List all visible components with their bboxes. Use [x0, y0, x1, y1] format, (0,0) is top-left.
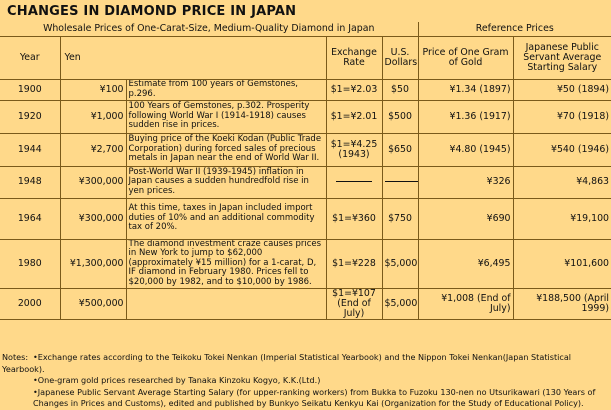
usd-column-header: U.S. Dollars [381, 35, 419, 80]
exchange-cell: $1=¥2.01 [325, 99, 383, 134]
note-cell: Post-World War II (1939-1945) inflation … [125, 165, 327, 199]
footnote-2: •One-gram gold prices researched by Tana… [33, 375, 321, 385]
gold-cell: ¥326 [417, 165, 514, 199]
yen-cell: ¥300,000 [59, 165, 127, 199]
gold-cell: ¥690 [417, 197, 514, 240]
gold-column-header: Price of One Gram of Gold [417, 35, 514, 80]
note-cell: 100 Years of Gemstones, p.302. Prosperit… [125, 99, 327, 134]
notes-label: Notes: [2, 352, 29, 362]
exchange-cell: $1=¥228 [325, 238, 383, 289]
gold-cell: ¥6,495 [417, 238, 514, 289]
usd-cell: $750 [381, 197, 419, 240]
year-cell: 1944 [0, 132, 61, 167]
gold-cell: ¥1,008 (End of July) [417, 287, 514, 320]
table-row: 2000 ¥500,000 $1=¥107 (End of July) $5,0… [0, 287, 611, 320]
year-cell: 1948 [0, 165, 61, 199]
table-row: 1980 ¥1,300,000 The diamond investment c… [0, 238, 611, 289]
usd-cell [381, 165, 419, 199]
table-row: 1948 ¥300,000 Post-World War II (1939-19… [0, 165, 611, 199]
diamond-price-table: Wholesale Prices of One-Carat-Size, Medi… [0, 22, 611, 320]
note-cell [125, 287, 327, 320]
year-cell: 1900 [0, 78, 61, 101]
gold-cell: ¥1.34 (1897) [417, 78, 514, 101]
note-cell: The diamond investment craze causes pric… [125, 238, 327, 289]
exchange-cell: $1=¥2.03 [325, 78, 383, 101]
yen-cell: ¥1,300,000 [59, 238, 127, 289]
yen-cell: ¥500,000 [59, 287, 127, 320]
year-cell: 1920 [0, 99, 61, 134]
gold-cell: ¥4.80 (1945) [417, 132, 514, 167]
year-cell: 1980 [0, 238, 61, 289]
yen-cell: ¥2,700 [59, 132, 127, 167]
usd-cell: $500 [381, 99, 419, 134]
salary-cell: ¥540 (1946) [512, 132, 611, 167]
table-row: 1944 ¥2,700 Buying price of the Koeki Ko… [0, 132, 611, 167]
usd-cell: $50 [381, 78, 419, 101]
gold-cell: ¥1.36 (1917) [417, 99, 514, 134]
note-cell: Buying price of the Koeki Kodan (Public … [125, 132, 327, 167]
yen-cell: ¥300,000 [59, 197, 127, 240]
footnote-1: Notes: •Exchange rates according to the T… [2, 352, 572, 374]
exchange-column-header: Exchange Rate [325, 35, 383, 80]
year-cell: 2000 [0, 287, 61, 320]
table-row: 1920 ¥1,000 100 Years of Gemstones, p.30… [0, 99, 611, 134]
footnotes: Notes: •Exchange rates according to the T… [2, 352, 609, 410]
usd-cell: $650 [381, 132, 419, 167]
note-cell: At this time, taxes in Japan included im… [125, 197, 327, 240]
exchange-cell: $1=¥4.25 (1943) [325, 132, 383, 167]
salary-cell: ¥4,863 [512, 165, 611, 199]
page-title: CHANGES IN DIAMOND PRICE IN JAPAN [7, 4, 297, 19]
footnote-3: •Japanese Public Servant Average Startin… [33, 386, 596, 397]
exchange-cell: $1=¥360 [325, 197, 383, 240]
usd-cell: $5,000 [381, 238, 419, 289]
wholesale-group-header: Wholesale Prices of One-Carat-Size, Medi… [0, 22, 419, 36]
reference-group-header: Reference Prices [417, 22, 611, 36]
salary-cell: ¥19,100 [512, 197, 611, 240]
salary-column-header: Japanese Public Servant Average Starting… [512, 35, 611, 80]
exchange-cell: $1=¥107 (End of July) [325, 287, 383, 320]
salary-cell: ¥101,600 [512, 238, 611, 289]
yen-column-header: Yen [59, 35, 327, 80]
yen-cell: ¥1,000 [59, 99, 127, 134]
salary-cell: ¥188,500 (April 1999) [512, 287, 611, 320]
dash-line [336, 181, 372, 182]
note-cell: Estimate from 100 years of Gemstones, p.… [125, 78, 327, 101]
table-row: 1900 ¥100 Estimate from 100 years of Gem… [0, 78, 611, 101]
salary-cell: ¥50 (1894) [512, 78, 611, 101]
salary-cell: ¥70 (1918) [512, 99, 611, 134]
year-column-header: Year [0, 35, 61, 80]
yen-cell: ¥100 [59, 78, 127, 101]
year-cell: 1964 [0, 197, 61, 240]
usd-cell: $5,000 [381, 287, 419, 320]
table-row: 1964 ¥300,000 At this time, taxes in Jap… [0, 197, 611, 240]
exchange-cell [325, 165, 383, 199]
dash-line [384, 181, 417, 182]
